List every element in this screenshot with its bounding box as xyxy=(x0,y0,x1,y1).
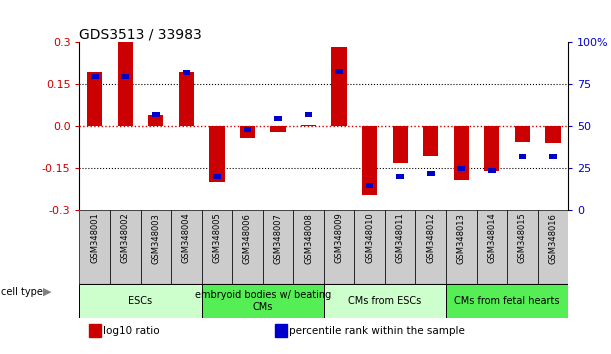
Bar xyxy=(301,125,316,126)
Bar xyxy=(209,126,225,182)
Bar xyxy=(122,74,129,79)
Text: CMs from ESCs: CMs from ESCs xyxy=(348,296,422,306)
Text: GSM348008: GSM348008 xyxy=(304,213,313,263)
Bar xyxy=(232,210,263,284)
Bar xyxy=(89,324,101,337)
Text: ESCs: ESCs xyxy=(128,296,153,306)
Text: GSM348013: GSM348013 xyxy=(457,213,466,263)
Text: ▶: ▶ xyxy=(43,287,52,297)
Text: GSM348009: GSM348009 xyxy=(335,213,343,263)
Bar xyxy=(179,72,194,126)
Bar xyxy=(118,42,133,126)
Bar xyxy=(484,126,500,171)
Bar xyxy=(244,127,251,132)
Bar xyxy=(141,210,171,284)
Text: GDS3513 / 33983: GDS3513 / 33983 xyxy=(79,27,202,41)
Bar xyxy=(324,284,446,318)
Text: GSM348005: GSM348005 xyxy=(213,213,221,263)
Bar xyxy=(87,72,103,126)
Bar xyxy=(515,126,530,142)
Bar xyxy=(274,115,282,121)
Bar xyxy=(213,174,221,179)
Bar xyxy=(488,167,496,173)
Bar xyxy=(305,112,312,117)
Bar xyxy=(415,210,446,284)
Text: GSM348011: GSM348011 xyxy=(396,213,404,263)
Text: GSM348001: GSM348001 xyxy=(90,213,99,263)
Bar xyxy=(91,74,98,79)
Text: percentile rank within the sample: percentile rank within the sample xyxy=(288,326,464,336)
Bar xyxy=(427,171,434,176)
Bar xyxy=(148,115,164,126)
Bar xyxy=(354,210,385,284)
Bar xyxy=(79,284,202,318)
Bar xyxy=(152,112,159,117)
Bar xyxy=(263,210,293,284)
Bar xyxy=(202,210,232,284)
Bar xyxy=(458,166,465,171)
Bar xyxy=(293,210,324,284)
Bar xyxy=(446,210,477,284)
Bar xyxy=(546,126,561,143)
Bar xyxy=(332,47,347,126)
Bar xyxy=(393,126,408,163)
Text: GSM348002: GSM348002 xyxy=(121,213,130,263)
Text: GSM348015: GSM348015 xyxy=(518,213,527,263)
Text: GSM348004: GSM348004 xyxy=(182,213,191,263)
Text: GSM348014: GSM348014 xyxy=(488,213,496,263)
Bar xyxy=(519,154,526,159)
Text: embryoid bodies w/ beating
CMs: embryoid bodies w/ beating CMs xyxy=(195,290,331,312)
Bar xyxy=(538,210,568,284)
Bar xyxy=(507,210,538,284)
Text: CMs from fetal hearts: CMs from fetal hearts xyxy=(455,296,560,306)
Bar xyxy=(453,126,469,179)
Bar xyxy=(446,284,568,318)
Text: GSM348012: GSM348012 xyxy=(426,213,435,263)
Bar xyxy=(171,210,202,284)
Bar xyxy=(366,183,373,188)
Text: cell type: cell type xyxy=(1,287,43,297)
Bar xyxy=(240,126,255,138)
Bar xyxy=(110,210,141,284)
Text: log10 ratio: log10 ratio xyxy=(103,326,159,336)
Bar xyxy=(335,69,343,74)
Bar xyxy=(202,284,324,318)
Bar xyxy=(275,324,287,337)
Bar xyxy=(362,126,378,195)
Text: GSM348007: GSM348007 xyxy=(274,213,282,263)
Bar xyxy=(385,210,415,284)
Bar xyxy=(324,210,354,284)
Bar xyxy=(183,70,190,75)
Text: GSM348010: GSM348010 xyxy=(365,213,374,263)
Bar xyxy=(549,154,557,159)
Text: GSM348016: GSM348016 xyxy=(549,213,557,263)
Text: GSM348006: GSM348006 xyxy=(243,213,252,263)
Bar xyxy=(270,126,285,132)
Bar xyxy=(79,210,110,284)
Bar xyxy=(477,210,507,284)
Text: GSM348003: GSM348003 xyxy=(152,213,160,263)
Bar xyxy=(423,126,439,156)
Bar xyxy=(397,174,404,179)
